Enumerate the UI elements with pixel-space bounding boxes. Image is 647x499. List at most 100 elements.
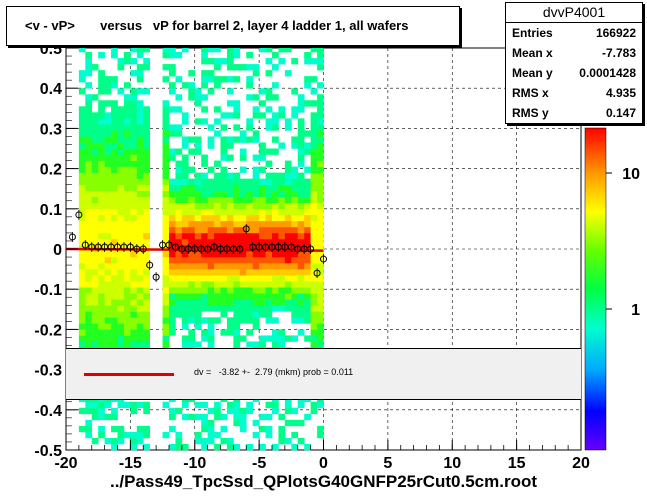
heatmap-cell (291, 305, 299, 312)
heatmap-cell (85, 118, 93, 125)
heatmap-cell (246, 401, 253, 409)
heatmap-cell (239, 178, 247, 185)
profile-points (68, 209, 327, 283)
stats-key: Entries (512, 26, 553, 40)
heatmap-cell (98, 299, 105, 306)
heatmap-cell (239, 263, 247, 270)
heatmap-cell (111, 317, 118, 324)
heatmap-cell (226, 58, 234, 65)
heatmap-cell (278, 208, 286, 216)
heatmap-cell (194, 401, 202, 409)
heatmap-cell (220, 58, 228, 65)
profile-point (236, 245, 244, 253)
heatmap-cell (207, 178, 215, 185)
heatmap-cell (98, 323, 105, 330)
heatmap-cell (143, 160, 150, 167)
heatmap-cell (143, 124, 150, 131)
heatmap-cell (98, 148, 105, 155)
heatmap-cell (104, 118, 112, 125)
heatmap-cell (246, 232, 253, 240)
heatmap-cell (78, 118, 86, 125)
heatmap-cell (304, 238, 311, 246)
heatmap-cell (175, 443, 183, 451)
heatmap-cell (175, 52, 183, 59)
y-tick-label: 0 (53, 242, 62, 259)
heatmap-cell (284, 202, 292, 210)
heatmap-cell (278, 257, 286, 264)
heatmap-cell (91, 317, 99, 324)
heatmap-cell (201, 299, 208, 306)
heatmap-cell (291, 293, 299, 300)
heatmap-cell (143, 311, 150, 318)
heatmap-cell (111, 443, 118, 451)
heatmap-cell (201, 196, 208, 204)
heatmap-cell (226, 232, 234, 240)
heatmap-cell (143, 88, 150, 95)
heatmap-cell (111, 178, 118, 185)
heatmap-cell (272, 293, 279, 300)
heatmap-cell (265, 257, 273, 264)
heatmap-cell (246, 269, 253, 276)
heatmap-cell (123, 214, 131, 222)
heatmap-cell (181, 214, 189, 222)
heatmap-cell (310, 208, 318, 216)
heatmap-cell (91, 232, 99, 240)
heatmap-cell (297, 437, 305, 445)
heatmap-cell (143, 208, 150, 216)
heatmap-cell (169, 323, 176, 330)
heatmap-cell (85, 58, 93, 65)
heatmap-cell (143, 214, 150, 222)
heatmap-cell (117, 136, 125, 143)
heatmap-cell (317, 311, 324, 318)
heatmap-cell (117, 166, 125, 173)
x-axis-label: ../Pass49_TpcSsd_QPlotsG40GNFP25rCut0.5c… (109, 472, 538, 491)
heatmap-cell (246, 299, 253, 306)
heatmap-cell (291, 257, 299, 264)
heatmap-cell (278, 287, 286, 294)
heatmap-cell (259, 202, 266, 210)
heatmap-cell (143, 172, 150, 179)
heatmap-cell (304, 269, 311, 276)
heatmap-cell (117, 341, 125, 348)
heatmap-cell (123, 166, 131, 173)
heatmap-cell (91, 190, 99, 198)
heatmap-cell (291, 232, 299, 240)
heatmap-cell (317, 329, 324, 336)
heatmap-cell (317, 244, 324, 252)
heatmap-cell (91, 269, 99, 276)
heatmap-cell (91, 238, 99, 246)
heatmap-cell (117, 437, 125, 445)
heatmap-cell (130, 196, 138, 204)
heatmap-cell (85, 160, 93, 167)
heatmap-cell (188, 178, 196, 185)
heatmap-cell (136, 311, 144, 318)
heatmap-cell (246, 317, 253, 324)
heatmap-cell (169, 184, 176, 192)
heatmap-cell (85, 220, 93, 228)
heatmap-cell (291, 112, 299, 119)
heatmap-cell (188, 335, 196, 342)
heatmap-cell (104, 335, 112, 342)
heatmap-cell (143, 299, 150, 306)
heatmap-cell (175, 269, 183, 276)
profile-point (126, 243, 134, 251)
heatmap-cell (117, 148, 125, 155)
heatmap-cell (162, 263, 170, 270)
heatmap-cell (78, 220, 86, 228)
heatmap-cell (239, 184, 247, 192)
heatmap-cell (259, 299, 266, 306)
heatmap-cell (304, 251, 311, 258)
heatmap-cell (91, 154, 99, 161)
heatmap-cell (297, 275, 305, 282)
heatmap-cell (91, 130, 99, 137)
heatmap-cell (85, 232, 93, 240)
heatmap-cell (265, 251, 273, 258)
heatmap-cell (91, 323, 99, 330)
heatmap-cell (91, 407, 99, 415)
heatmap-cell (188, 317, 196, 324)
heatmap-cell (181, 45, 189, 53)
heatmap-cell (175, 431, 183, 439)
heatmap-cell (233, 64, 241, 71)
heatmap-cell (284, 263, 292, 270)
heatmap-cell (143, 238, 150, 246)
